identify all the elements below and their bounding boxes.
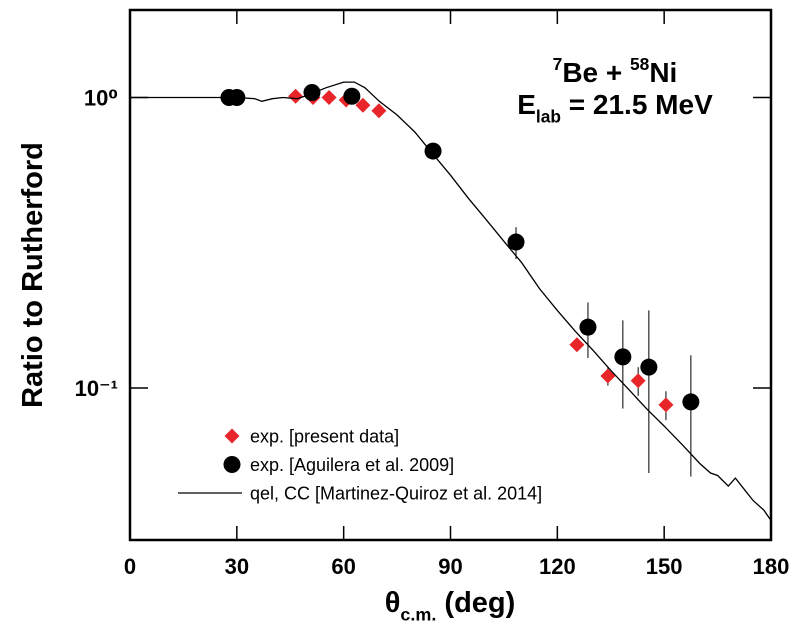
x-axis-label-part: c.m. [400,605,436,623]
data-point [303,84,321,102]
annotation-part: 7 [553,54,563,74]
legend-swatch [223,456,241,473]
annotation-part: = 21.5 MeV [561,89,713,120]
x-tick-label: 120 [539,554,576,579]
data-point [321,89,337,105]
x-axis-label: θc.m. (deg) [385,587,516,623]
data-point [630,373,646,389]
data-point [343,87,361,105]
legend-label: exp. [present data] [250,427,399,447]
plot-frame [128,8,773,542]
annotation-part: lab [536,106,561,126]
data-point [424,142,442,160]
x-tick-label: 90 [438,554,462,579]
data-point [658,397,674,413]
x-tick-label: 30 [225,554,249,579]
theory-line [130,81,772,521]
data-point [507,233,525,251]
annotation-part: Be + [562,57,630,88]
data-point [569,337,585,353]
legend-label: exp. [Aguilera et al. 2009] [250,455,454,475]
x-tick-label: 0 [124,554,136,579]
data-point [614,348,632,366]
data-point [355,97,371,113]
data-point [371,103,387,119]
x-axis-label-part: (deg) [436,587,515,619]
data-point [640,358,658,376]
legend-label: qel, CC [Martinez-Quiroz et al. 2014] [250,484,542,504]
data-point [600,368,616,384]
x-tick-label: 180 [753,554,790,579]
annotation-part: Ni [649,57,677,88]
annotation-part: 58 [630,54,650,74]
y-tick-label: 10⁰ [84,85,118,110]
y-axis-label: Ratio to Rutherford [17,142,49,408]
data-point [579,318,597,336]
annotation: Elab = 21.5 MeV [517,89,713,126]
x-tick-label: 150 [646,554,683,579]
x-axis-label-part: θ [385,587,401,619]
legend-swatch [224,428,240,444]
y-tick-label: 10⁻¹ [75,376,118,401]
annotation-part: E [517,89,536,120]
data-point [682,393,700,411]
x-tick-label: 60 [331,554,355,579]
annotation: 7Be + 58Ni [553,54,678,88]
data-point [288,88,304,104]
